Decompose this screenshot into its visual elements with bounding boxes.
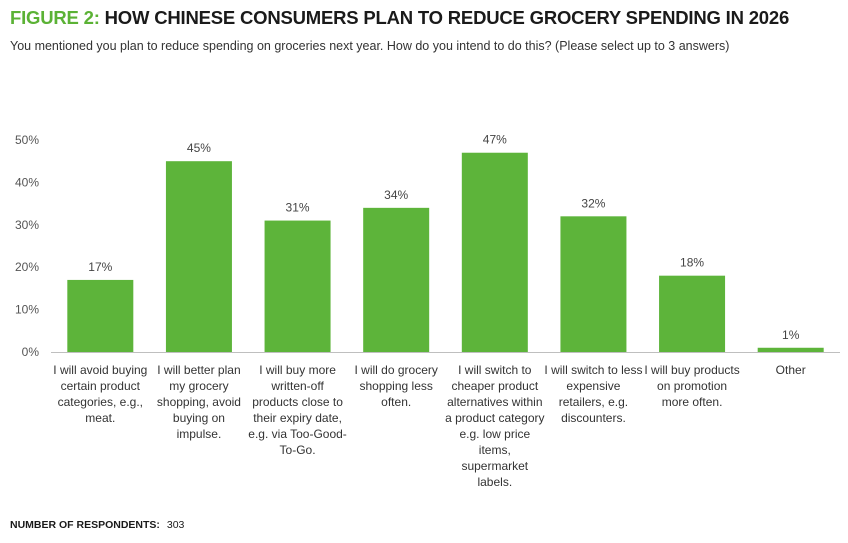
bar [363,207,430,352]
bar [560,216,627,352]
y-tick-label: 20% [15,260,39,274]
y-tick-label: 50% [15,133,39,147]
bar [461,152,528,352]
bar [165,161,232,352]
x-tick-label: Other [775,363,806,377]
data-label: 17% [88,260,112,274]
x-tick-label: I will switch to cheaper product alterna… [445,363,545,489]
chart-subtitle: You mentioned you plan to reduce spendin… [10,39,730,53]
y-tick-label: 10% [15,303,39,317]
bar [659,275,726,352]
data-label: 31% [286,201,310,215]
x-tick-label: I will switch to less expensive retailer… [544,363,643,425]
x-tick-label: I will avoid buying certain product cate… [53,363,148,425]
y-tick-label: 40% [15,175,39,189]
y-tick-label: 0% [22,345,40,359]
bar [264,220,331,352]
bar [67,279,134,352]
data-label: 47% [483,133,507,147]
respondents-note: NUMBER OF RESPONDENTS: 303 [10,519,184,531]
respondents-value: 303 [166,519,185,531]
chart-title: FIGURE 2: HOW CHINESE CONSUMERS PLAN TO … [10,7,789,29]
x-tick-label: I will buy more written-off products clo… [248,363,347,457]
figure-number: FIGURE 2: [10,7,100,28]
respondents-label: NUMBER OF RESPONDENTS: [10,519,160,531]
x-tick-label: I will buy products on promotion more of… [644,363,740,409]
data-label: 32% [581,196,605,210]
figure-title: HOW CHINESE CONSUMERS PLAN TO REDUCE GRO… [104,7,790,28]
x-tick-label: I will do grocery shopping less often. [354,363,438,409]
x-tick-label: I will better plan my grocery shopping, … [156,363,241,441]
data-label: 34% [384,188,408,202]
data-label: 18% [680,256,704,270]
data-label: 45% [187,141,211,155]
bar [757,347,824,352]
data-label: 1% [782,328,800,342]
y-tick-label: 30% [15,218,39,232]
